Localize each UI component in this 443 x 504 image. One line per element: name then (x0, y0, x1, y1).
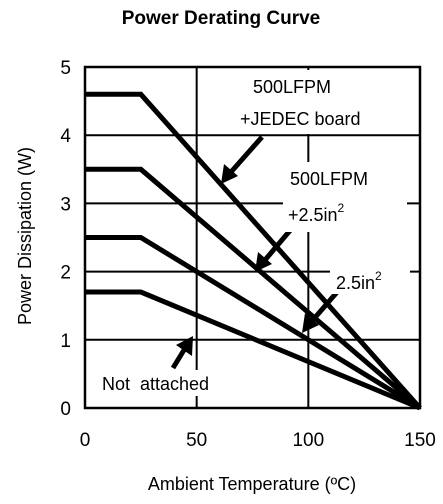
x-tick-label: 0 (80, 430, 91, 451)
annotation-lfpm-sup: 2 (338, 201, 345, 215)
annotation-jedec-line1: 500LFPM (253, 77, 331, 97)
y-tick-label: 1 (60, 331, 71, 352)
annotation-2p5in-area: 2.5in (336, 273, 375, 293)
y-axis-label: Power Dissipation (W) (15, 147, 35, 325)
annotation-lfpm-area: +2.5in (288, 205, 338, 225)
annotation-jedec-line2: +JEDEC board (240, 109, 361, 129)
x-tick-label: 100 (292, 430, 324, 451)
annotation-lfpm-line2: +2.5in2 (288, 201, 345, 225)
chart-title: Power Derating Curve (122, 8, 321, 29)
y-tick-label: 4 (60, 126, 71, 147)
x-tick-label: 50 (186, 430, 207, 451)
series-lines (85, 94, 420, 408)
y-tick-labels: 0 1 2 3 4 5 (60, 58, 71, 420)
x-tick-label: 150 (404, 430, 436, 451)
annotation-2p5in: 2.5in2 (330, 262, 410, 294)
x-tick-labels: 0 50 100 150 (80, 430, 436, 451)
y-tick-label: 3 (60, 194, 71, 215)
y-tick-label: 0 (60, 399, 71, 420)
series-line (85, 94, 420, 408)
annotation-not-attached-text: Not attached (102, 374, 209, 394)
arrow-2p5in-lfpm (255, 227, 293, 272)
annotation-2p5in-sup: 2 (375, 269, 382, 283)
y-tick-label: 2 (60, 263, 71, 284)
x-axis-label: Ambient Temperature (ºC) (148, 474, 356, 494)
annotation-lfpm-2p5in: 500LFPM +2.5in2 (283, 162, 407, 232)
arrow-jedec (221, 137, 262, 184)
annotation-not-attached: Not attached (98, 370, 250, 396)
annotation-jedec: 500LFPM +JEDEC board (238, 70, 410, 134)
y-tick-label: 5 (60, 58, 71, 79)
annotation-lfpm-line1: 500LFPM (290, 169, 368, 189)
